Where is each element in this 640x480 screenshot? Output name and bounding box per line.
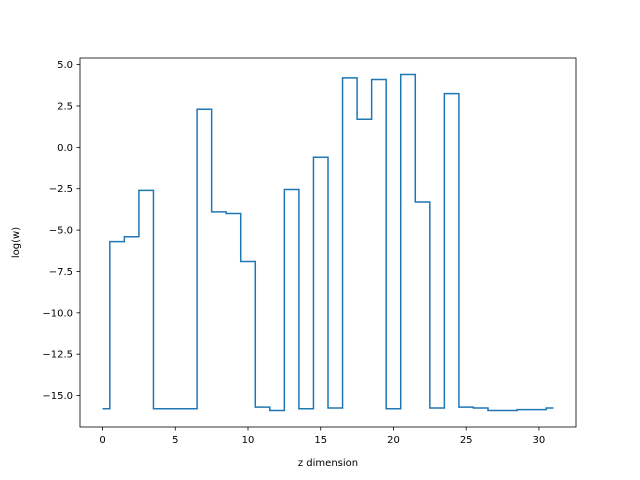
y-tick-label: −2.5 (49, 184, 73, 195)
x-tick-label: 5 (172, 435, 178, 446)
x-axis: 0 5 10 15 20 25 30 (99, 427, 545, 446)
y-tick-label: −15.0 (42, 391, 73, 402)
y-tick-label: −12.5 (42, 350, 73, 361)
x-tick-label: 30 (533, 435, 546, 446)
y-tick-label: −7.5 (49, 267, 73, 278)
y-axis-label: log(w) (11, 227, 22, 258)
x-axis-label: z dimension (298, 458, 358, 469)
y-tick-label: 0.0 (57, 143, 73, 154)
plot-frame (79, 57, 577, 428)
y-tick-label: 2.5 (57, 101, 73, 112)
y-tick-label: −5.0 (49, 226, 73, 237)
y-tick-label: −10.0 (42, 308, 73, 319)
x-tick-label: 25 (460, 435, 473, 446)
x-tick-label: 20 (387, 435, 400, 446)
y-axis: 5.0 2.5 0.0 −2.5 −5.0 −7.5 −10.0 −12.5 −15.0 (42, 60, 80, 402)
x-tick-label: 15 (314, 435, 327, 446)
x-tick-label: 0 (99, 435, 105, 446)
y-tick-label: 5.0 (57, 60, 73, 71)
x-tick-label: 10 (242, 435, 255, 446)
series-layer (102, 73, 554, 412)
series-line-0 (102, 73, 554, 412)
